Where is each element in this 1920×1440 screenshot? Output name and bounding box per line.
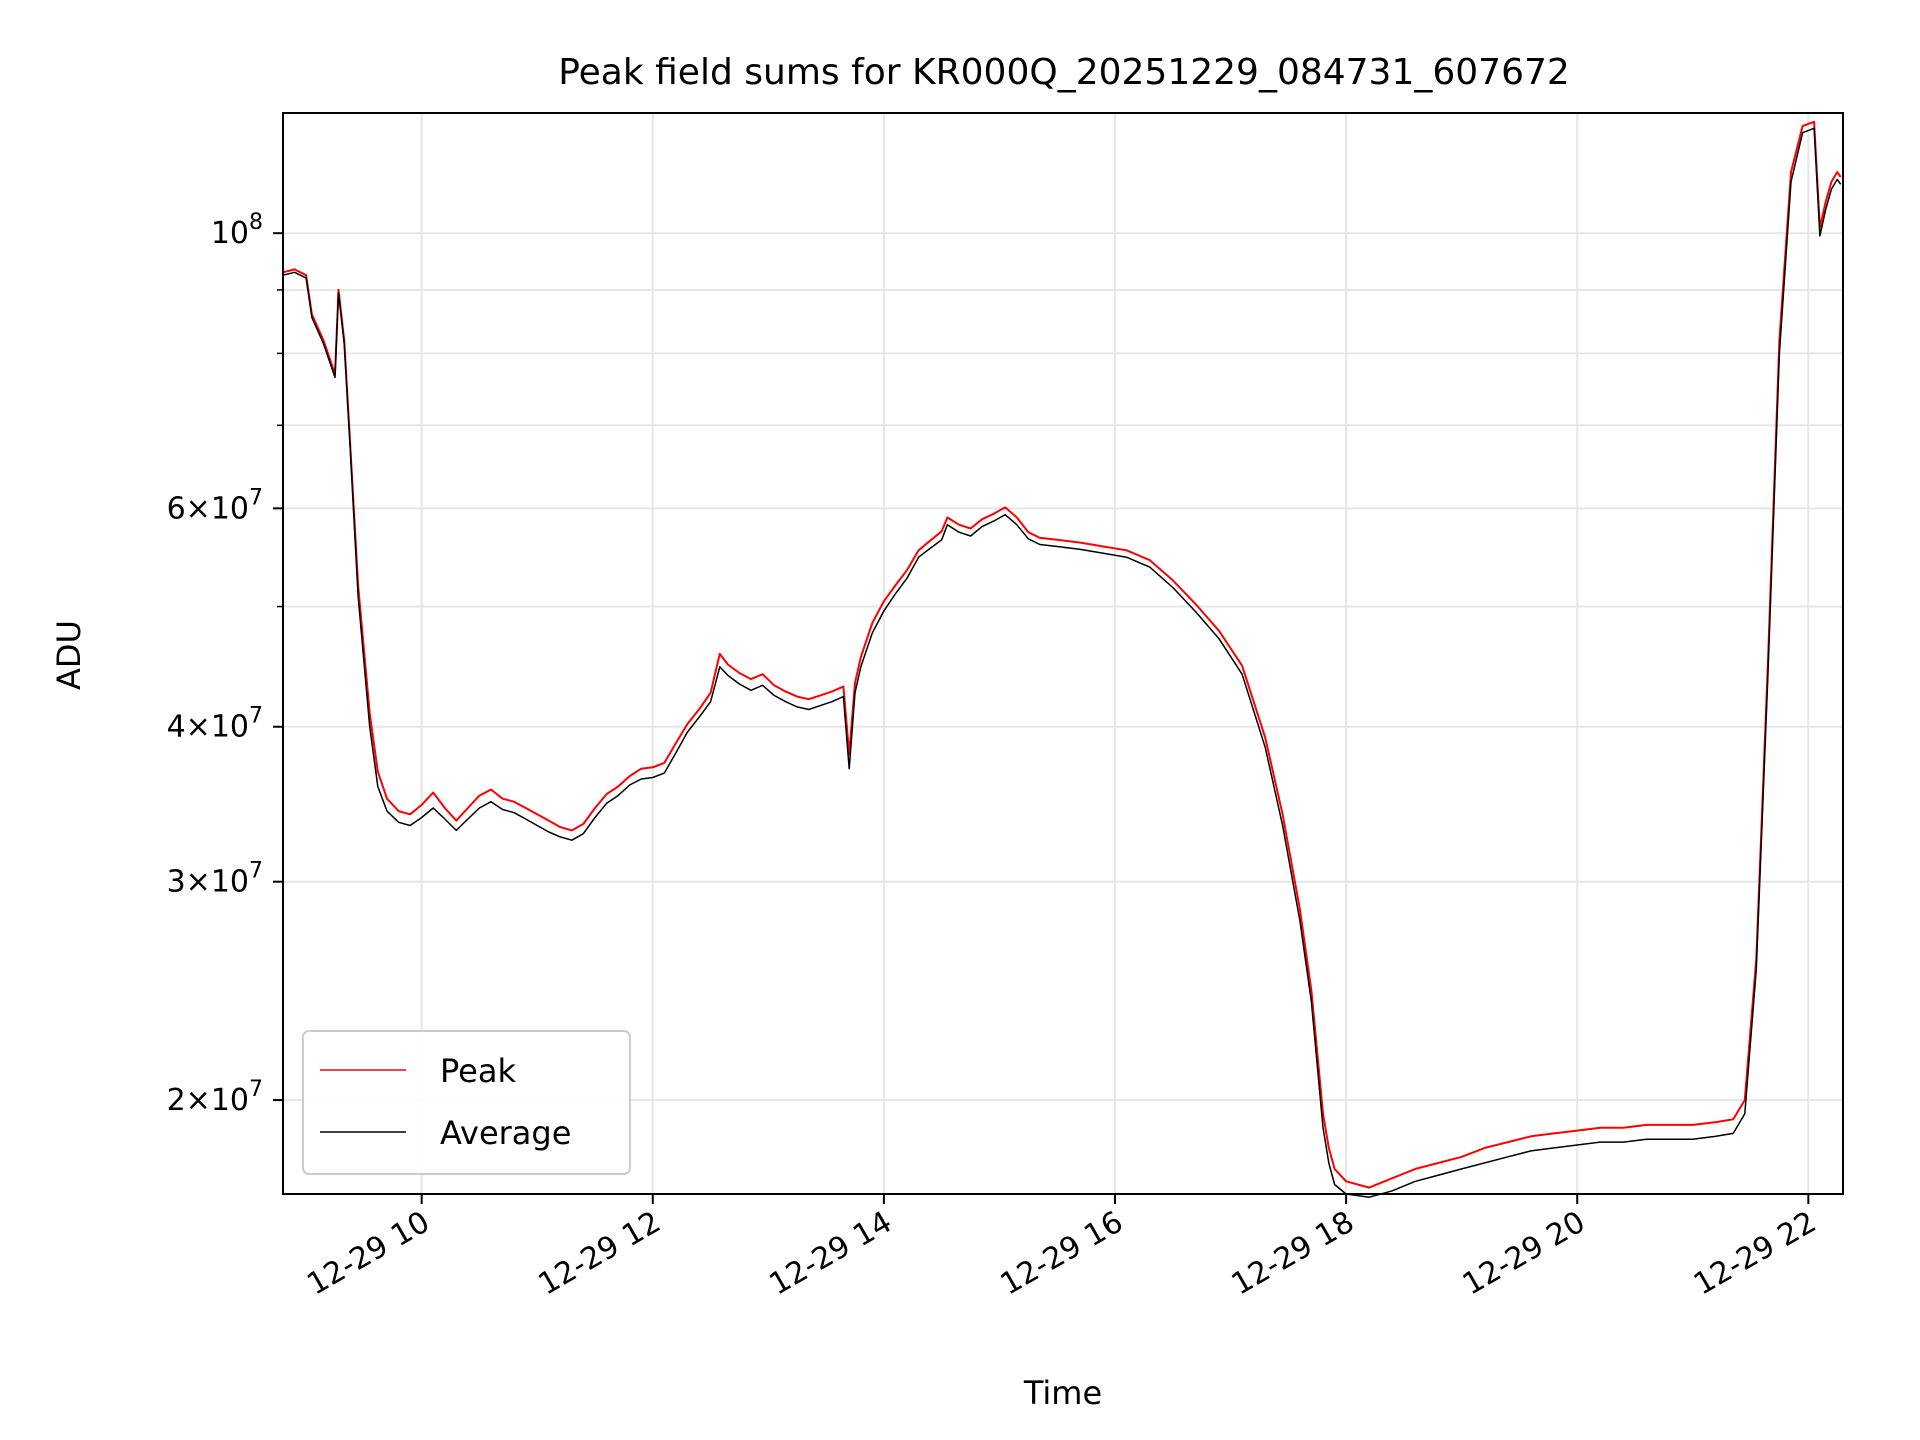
series-layer	[282, 120, 1842, 1198]
y-tick-label: 2×107	[167, 1077, 263, 1118]
series-line-peak	[282, 120, 1842, 1189]
legend-box	[302, 1030, 631, 1175]
y-tick-label: 3×107	[167, 859, 263, 900]
chart-title: Peak field sums for KR000Q_20251229_0847…	[558, 52, 1570, 93]
legend-label-peak: Peak	[440, 1052, 516, 1090]
series-line-average	[282, 127, 1842, 1198]
legend: Peak Average	[302, 1030, 631, 1175]
x-axis-label: Time	[1023, 1374, 1102, 1412]
y-tick-label: 6×107	[167, 485, 263, 526]
y-tick-label: 108	[211, 210, 263, 251]
legend-label-average: Average	[440, 1114, 571, 1152]
y-axis-label: ADU	[50, 620, 88, 690]
plot-area-frame	[282, 112, 1844, 1195]
y-axis-ticks: 108 6×107 4×107 3×107 2×107	[167, 210, 283, 1118]
y-tick-label: 4×107	[167, 704, 263, 745]
